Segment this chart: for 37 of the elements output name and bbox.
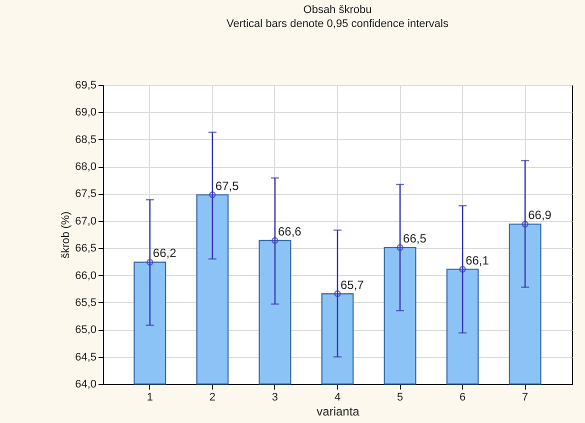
data-label: 66,2 (152, 246, 177, 260)
y-tick-label: 64,5 (75, 351, 96, 364)
y-tick-label: 64,0 (75, 378, 96, 390)
y-tick-label: 68,5 (75, 134, 96, 146)
y-tick-label: 67,0 (75, 215, 96, 228)
point (209, 191, 216, 198)
data-label: 66,1 (466, 253, 490, 268)
y-axis-title: škrob (%) (60, 211, 72, 259)
y-tick-label: 67,5 (75, 188, 96, 200)
y-tick-label: 66,0 (75, 270, 96, 282)
chart-title: Obsah škrobu (303, 4, 372, 16)
x-tick-label: 6 (460, 392, 466, 404)
point (522, 220, 528, 228)
x-axis-title: varianta (316, 404, 360, 418)
data-label: 66,6 (278, 224, 302, 238)
y-tick-label: 65,0 (75, 324, 96, 336)
data-label: 67,5 (215, 178, 240, 193)
y-tick-label: 69,0 (75, 106, 96, 119)
point (459, 266, 466, 273)
y-tick-label: 69,5 (75, 80, 96, 92)
point (334, 290, 341, 298)
x-tick-label: 7 (522, 392, 528, 404)
x-tick-label: 5 (396, 392, 404, 404)
y-tick-label: 68,0 (75, 161, 96, 174)
data-label: 65,7 (340, 278, 364, 292)
x-tick-label: 4 (334, 392, 341, 404)
chart-subtitle: Vertical bars denote 0,95 confidence intervals (226, 18, 449, 30)
x-tick-label: 2 (209, 392, 216, 404)
point (396, 244, 404, 251)
point (146, 258, 154, 266)
y-tick-label: 65,5 (75, 296, 96, 309)
x-tick-label: 3 (272, 392, 278, 404)
data-label: 66,9 (528, 208, 552, 222)
point (272, 237, 278, 244)
data-label: 66,5 (403, 232, 427, 246)
x-tick-label: 1 (146, 392, 153, 404)
y-tick-label: 66,5 (75, 242, 96, 255)
